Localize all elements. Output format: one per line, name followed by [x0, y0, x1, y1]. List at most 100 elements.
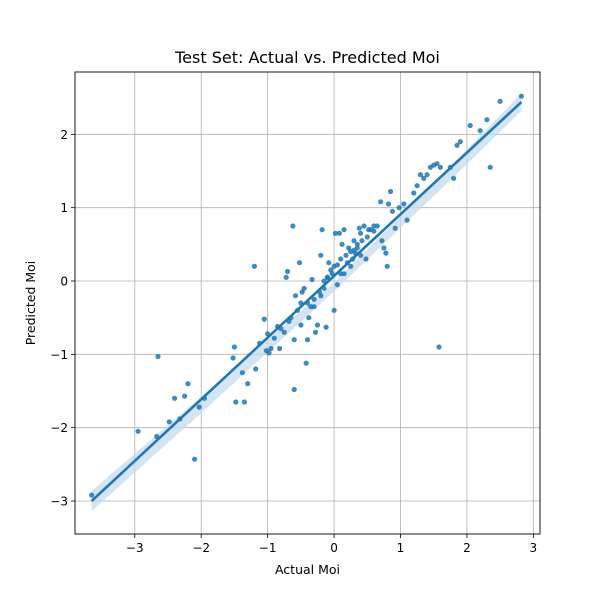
data-point: [358, 230, 364, 236]
data-point: [371, 228, 377, 234]
y-tick-label: −2: [50, 421, 68, 435]
data-point: [268, 345, 274, 352]
data-point: [434, 161, 440, 167]
data-point: [354, 245, 360, 251]
data-point: [404, 217, 410, 223]
data-point: [457, 139, 463, 145]
data-point: [312, 329, 319, 335]
data-point: [304, 337, 311, 343]
data-point: [296, 260, 303, 266]
data-point: [484, 117, 490, 123]
data-point: [309, 276, 315, 283]
x-tick-label: −1: [259, 541, 277, 555]
data-point: [339, 241, 345, 247]
data-point: [348, 263, 354, 269]
data-point: [196, 404, 202, 410]
data-point: [166, 419, 172, 425]
data-point: [451, 175, 457, 181]
data-point: [251, 263, 257, 269]
data-point: [323, 324, 329, 330]
data-point: [89, 492, 95, 498]
data-point: [364, 234, 370, 240]
x-tick-label: 0: [330, 541, 338, 555]
tick-layer: −3 −2 −1 0 1 2 3 −3 −2 −1 0 1 2: [50, 128, 537, 555]
data-point: [436, 344, 442, 350]
x-tick-label: −3: [126, 541, 144, 555]
data-point: [363, 256, 369, 262]
data-point: [332, 230, 338, 236]
data-point: [318, 252, 324, 258]
grid-layer: [75, 72, 540, 534]
data-point: [285, 268, 291, 275]
data-point: [326, 260, 332, 266]
data-point: [417, 172, 423, 178]
data-point: [396, 205, 402, 211]
data-point: [343, 252, 349, 258]
plot-frame: [74, 71, 541, 535]
data-point: [341, 271, 347, 277]
data-point: [467, 122, 473, 129]
points-layer: [89, 93, 525, 498]
y-tick-label: −3: [50, 495, 68, 509]
data-point: [306, 315, 312, 321]
data-point: [261, 316, 267, 322]
y-tick-label: −1: [50, 348, 68, 362]
data-point: [379, 238, 385, 244]
data-point: [271, 335, 277, 341]
data-point: [487, 164, 493, 170]
data-point: [230, 355, 236, 361]
data-point: [303, 360, 309, 366]
data-point: [239, 370, 245, 376]
x-tick-label: 2: [463, 541, 471, 555]
data-point: [301, 285, 307, 291]
data-point: [351, 238, 357, 244]
y-tick-label: 1: [60, 201, 68, 215]
data-point: [314, 322, 321, 328]
data-point: [155, 353, 161, 360]
data-point: [383, 250, 389, 256]
y-tick-label: 0: [60, 275, 68, 289]
data-point: [281, 329, 287, 335]
data-point: [245, 381, 251, 387]
data-point: [389, 208, 396, 214]
fit-line-layer: [90, 101, 523, 502]
data-point: [354, 241, 360, 247]
data-point: [477, 128, 483, 134]
data-point: [359, 238, 365, 244]
data-point: [497, 98, 503, 104]
data-point: [338, 256, 344, 262]
data-point: [378, 199, 384, 205]
data-point: [424, 172, 430, 178]
data-point: [371, 223, 377, 229]
data-point: [231, 344, 237, 350]
data-point: [334, 282, 340, 288]
data-point: [411, 190, 417, 196]
data-point: [291, 386, 297, 393]
data-point: [341, 227, 347, 233]
data-point: [311, 304, 317, 310]
data-point: [324, 274, 330, 280]
data-point: [334, 262, 340, 268]
data-point: [311, 296, 317, 302]
data-point: [387, 188, 394, 195]
data-point: [172, 395, 178, 401]
data-point: [361, 223, 367, 229]
data-point: [135, 428, 141, 434]
data-point: [253, 366, 259, 372]
data-point: [182, 393, 188, 399]
data-point: [291, 337, 297, 343]
data-point: [290, 223, 296, 229]
data-point: [414, 183, 420, 189]
data-point: [319, 227, 325, 233]
data-point: [241, 399, 247, 405]
y-axis-label: Predicted Moi: [23, 261, 38, 346]
data-point: [283, 274, 289, 280]
x-tick-label: 3: [530, 541, 538, 555]
x-tick-label: −2: [192, 541, 210, 555]
data-point: [356, 225, 362, 231]
data-point: [384, 263, 390, 269]
data-point: [454, 142, 460, 148]
